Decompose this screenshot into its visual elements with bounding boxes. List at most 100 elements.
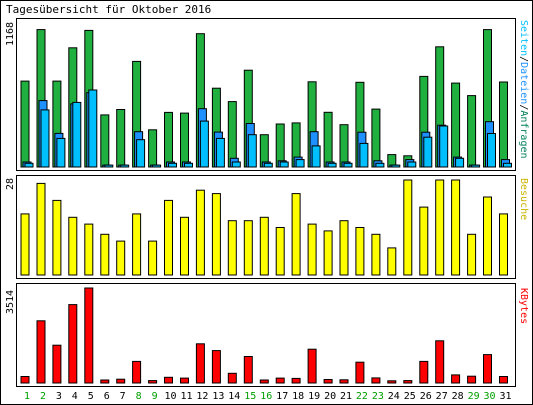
x-label-day-19: 19 [308,391,320,402]
bar-seiten-14 [231,161,241,168]
requests-legend: Seiten/Dateien/Anfragen [518,20,529,159]
x-label-day-27: 27 [436,391,448,402]
x-label-day-25: 25 [404,391,416,402]
bar-seiten-29 [471,164,481,168]
bar-seiten-11 [184,162,193,168]
bar-anfragen-6 [100,114,110,168]
x-label-day-26: 26 [420,391,432,402]
bar-kbytes-14 [227,372,237,384]
x-label-day-17: 17 [276,391,288,402]
bar-kbytes-27 [435,340,445,384]
bar-kbytes-24 [387,380,397,384]
bar-besuche-14 [227,220,237,276]
bar-besuche-7 [116,240,126,276]
bar-kbytes-6 [100,379,110,384]
x-label-day-22: 22 [356,391,368,402]
x-label-day-21: 21 [340,391,352,402]
bar-seiten-10 [168,162,177,168]
x-label-day-20: 20 [324,391,336,402]
bar-besuche-27 [435,179,445,276]
x-label-day-14: 14 [228,391,240,402]
x-label-day-13: 13 [212,391,224,402]
x-label-day-24: 24 [388,391,400,402]
bar-kbytes-11 [180,377,189,384]
bar-besuche-22 [355,227,365,276]
legend-sep-1: / [518,56,529,62]
visits-panel-frame [16,175,516,279]
bar-seiten-30 [487,133,496,168]
x-label-day-23: 23 [372,391,384,402]
bar-kbytes-25 [403,380,413,384]
bar-besuche-19 [307,223,317,276]
bar-anfragen-21 [339,124,349,168]
bar-anfragen-1 [20,80,30,168]
bar-kbytes-21 [339,379,349,384]
x-label-day-28: 28 [452,391,464,402]
bar-anfragen-31 [499,81,508,168]
bar-anfragen-20 [323,111,333,168]
bar-besuche-31 [499,213,508,276]
legend-dateien: Dateien [518,62,529,104]
legend-anfragen: Anfragen [518,110,529,158]
legend-seiten: Seiten [518,20,529,56]
bar-besuche-4 [68,216,78,276]
bar-seiten-18 [295,159,305,168]
x-label-day-9: 9 [152,391,158,402]
bar-seiten-9 [152,164,162,168]
chart-title: Tagesübersicht für Oktober 2016 [6,3,211,16]
bar-seiten-17 [279,161,289,168]
bar-seiten-4 [72,101,82,168]
bar-seiten-21 [343,162,353,168]
x-label-day-4: 4 [72,391,78,402]
bar-besuche-5 [84,223,94,276]
visits-legend: Besuche [518,178,529,220]
bar-anfragen-29 [467,95,477,168]
bar-kbytes-20 [323,379,333,384]
x-label-day-1: 1 [24,391,30,402]
bar-besuche-23 [371,233,381,276]
x-label-day-5: 5 [88,391,94,402]
bar-seiten-6 [104,164,114,168]
x-label-day-15: 15 [244,391,256,402]
x-label-day-16: 16 [260,391,272,402]
bar-kbytes-26 [419,360,429,384]
bar-kbytes-18 [291,377,301,384]
bar-besuche-10 [164,199,173,276]
bar-seiten-16 [263,162,273,168]
x-label-day-8: 8 [136,391,142,402]
x-label-day-7: 7 [120,391,126,402]
bar-seiten-22 [359,142,369,168]
bar-kbytes-8 [132,360,142,384]
bar-kbytes-12 [195,343,205,384]
x-axis-labels: 1 2 3 4 5 6 7 8 9 10 11 12 13 14 15 16 17 18 19 20 21 22 23 24 2… [24,391,512,402]
bar-besuche-2 [36,182,46,276]
bar-besuche-17 [275,227,285,276]
bar-kbytes-13 [211,350,221,384]
bar-seiten-7 [120,164,130,168]
bar-besuche-25 [403,179,413,276]
bar-besuche-16 [259,216,269,276]
bar-kbytes-3 [52,344,62,384]
x-label-day-6: 6 [104,391,110,402]
bar-seiten-8 [136,139,146,168]
bar-seiten-1 [24,162,34,168]
x-label-day-2: 2 [40,391,46,402]
bars-group [20,29,512,384]
bar-besuche-3 [52,199,62,276]
bar-seiten-3 [56,137,66,168]
bar-anfragen-23 [371,108,381,168]
bar-seiten-28 [455,157,465,168]
bar-seiten-2 [40,109,50,168]
bar-besuche-28 [451,179,461,276]
bar-anfragen-7 [116,109,126,168]
bar-seiten-31 [503,162,512,168]
x-label-day-18: 18 [292,391,304,402]
requests-ymax-label: 1168 [5,22,16,46]
bar-seiten-23 [375,162,385,168]
bar-kbytes-16 [259,379,269,384]
bar-kbytes-9 [148,380,158,384]
bar-seiten-19 [311,145,321,168]
bar-besuche-8 [132,213,142,276]
bar-kbytes-29 [467,375,477,384]
